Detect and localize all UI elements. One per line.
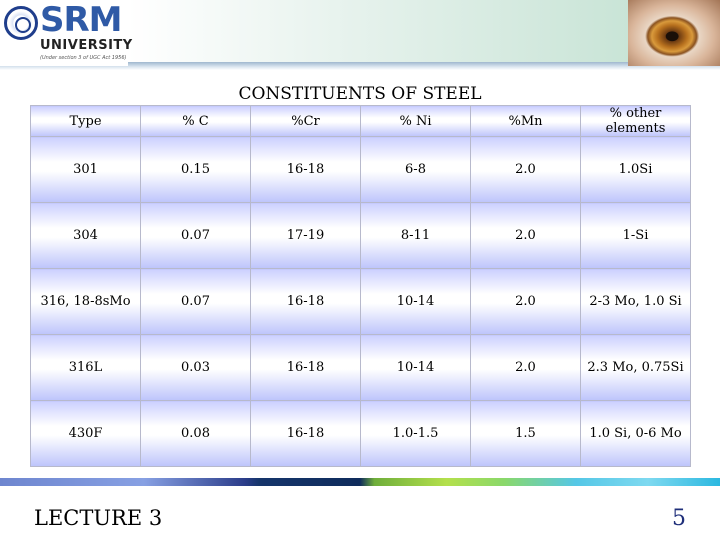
- table-cell: 0.15: [140, 136, 251, 203]
- table-cell: 0.07: [140, 268, 251, 335]
- table-cell: 16-18: [250, 334, 361, 401]
- steel-constituents-table: Type % C %Cr % Ni %Mn % other elements 3…: [30, 105, 691, 467]
- table-cell: 1.0-1.5: [360, 400, 471, 467]
- slide-title: CONSTITUENTS OF STEEL: [238, 84, 482, 104]
- table-header-row: Type % C %Cr % Ni %Mn % other elements: [30, 105, 691, 137]
- eye-image: [628, 0, 720, 66]
- table-cell: 316, 18-8sMo: [30, 268, 141, 335]
- university-seal-icon: [4, 6, 38, 40]
- table-cell: 1.0 Si, 0-6 Mo: [580, 400, 691, 467]
- table-cell: 1.5: [470, 400, 581, 467]
- logo-tagline: (Under section 3 of UGC Act 1956): [40, 55, 127, 61]
- table-cell: 0.03: [140, 334, 251, 401]
- table-row: 316, 18-8sMo 0.07 16-18 10-14 2.0 2-3 Mo…: [30, 268, 691, 335]
- header-carbon: % C: [140, 105, 251, 137]
- table-cell: 0.08: [140, 400, 251, 467]
- table-cell: 10-14: [360, 334, 471, 401]
- table-cell: 1.0Si: [580, 136, 691, 203]
- university-logo: SRM UNIVERSITY (Under section 3 of UGC A…: [0, 0, 132, 66]
- header-shadow: [0, 62, 720, 70]
- logo-name: SRM: [40, 0, 123, 40]
- table-cell: 2.0: [470, 136, 581, 203]
- header-banner: [128, 0, 720, 66]
- table-cell: 304: [30, 202, 141, 269]
- header-other-elements: % other elements: [580, 105, 691, 137]
- table-cell: 2.0: [470, 334, 581, 401]
- table-cell: 17-19: [250, 202, 361, 269]
- table-cell: 2.0: [470, 268, 581, 335]
- table-cell: 430F: [30, 400, 141, 467]
- table-row: 430F 0.08 16-18 1.0-1.5 1.5 1.0 Si, 0-6 …: [30, 400, 691, 467]
- table-cell: 301: [30, 136, 141, 203]
- slide-header: SRM UNIVERSITY (Under section 3 of UGC A…: [0, 0, 720, 78]
- table-row: 304 0.07 17-19 8-11 2.0 1-Si: [30, 202, 691, 269]
- header-chromium: %Cr: [250, 105, 361, 137]
- page-number: 5: [672, 506, 686, 531]
- table-cell: 0.07: [140, 202, 251, 269]
- header-type: Type: [30, 105, 141, 137]
- table-cell: 16-18: [250, 268, 361, 335]
- table-cell: 16-18: [250, 400, 361, 467]
- table-row: 301 0.15 16-18 6-8 2.0 1.0Si: [30, 136, 691, 203]
- table-cell: 8-11: [360, 202, 471, 269]
- table-cell: 2.3 Mo, 0.75Si: [580, 334, 691, 401]
- table-cell: 1-Si: [580, 202, 691, 269]
- table-cell: 10-14: [360, 268, 471, 335]
- header-manganese: %Mn: [470, 105, 581, 137]
- logo-subtitle: UNIVERSITY: [40, 38, 133, 53]
- table-cell: 2.0: [470, 202, 581, 269]
- lecture-label: LECTURE 3: [34, 506, 163, 530]
- table-cell: 316L: [30, 334, 141, 401]
- table-row: 316L 0.03 16-18 10-14 2.0 2.3 Mo, 0.75Si: [30, 334, 691, 401]
- table-cell: 6-8: [360, 136, 471, 203]
- table-cell: 2-3 Mo, 1.0 Si: [580, 268, 691, 335]
- footer-color-bar: [0, 478, 720, 486]
- header-nickel: % Ni: [360, 105, 471, 137]
- table-cell: 16-18: [250, 136, 361, 203]
